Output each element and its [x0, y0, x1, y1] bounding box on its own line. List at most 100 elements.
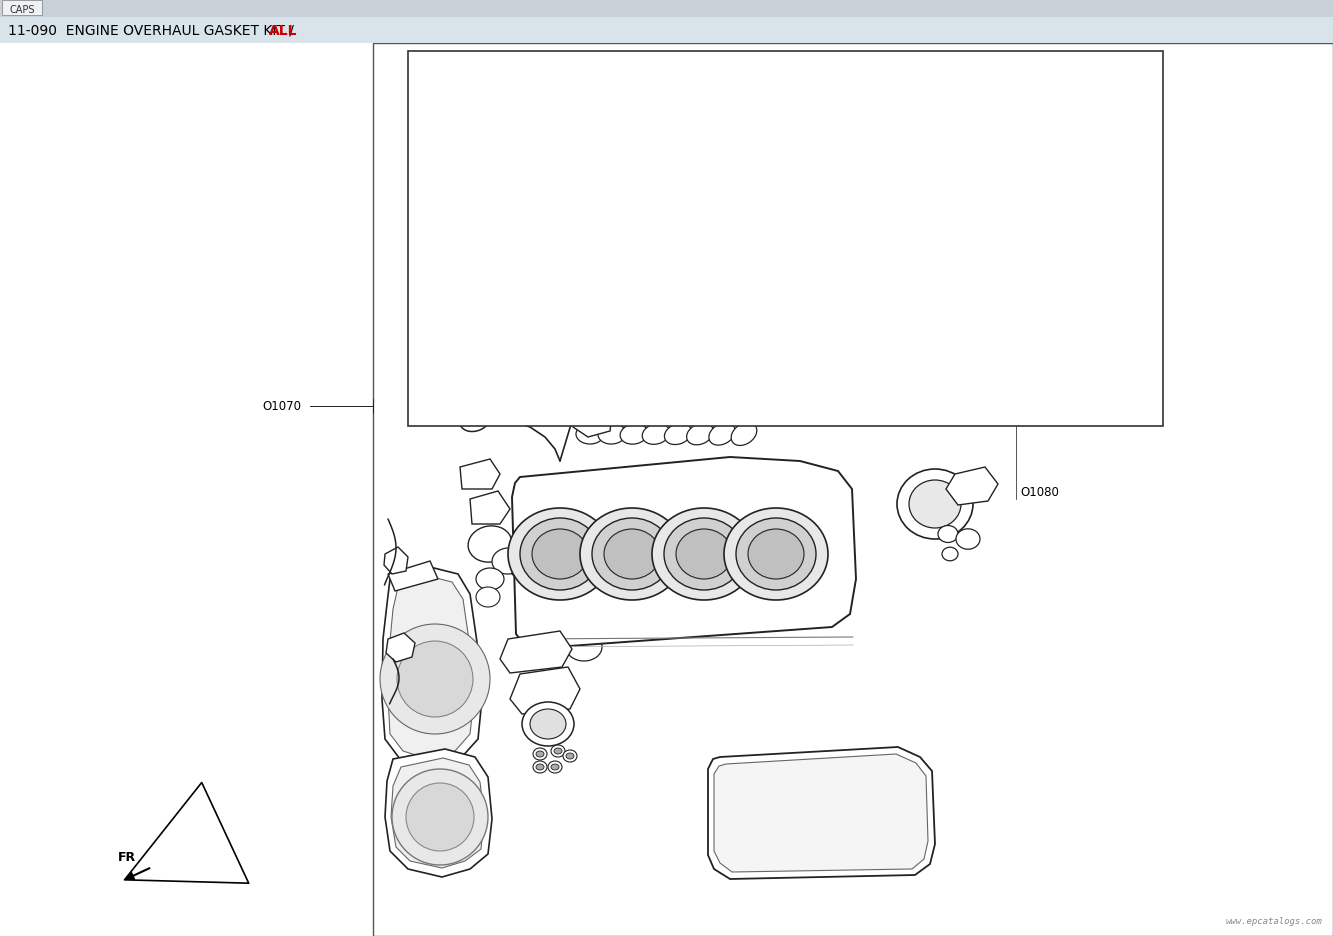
Ellipse shape	[551, 764, 559, 770]
Text: ALL: ALL	[269, 24, 297, 38]
Polygon shape	[573, 405, 612, 437]
Ellipse shape	[938, 526, 958, 543]
Polygon shape	[431, 107, 452, 121]
Ellipse shape	[730, 99, 750, 117]
Polygon shape	[708, 747, 934, 879]
Polygon shape	[387, 634, 415, 663]
Polygon shape	[460, 460, 500, 490]
Ellipse shape	[619, 330, 639, 348]
Ellipse shape	[682, 266, 726, 303]
Ellipse shape	[1090, 259, 1110, 276]
Ellipse shape	[942, 548, 958, 562]
Ellipse shape	[805, 64, 814, 72]
Ellipse shape	[656, 330, 676, 348]
Ellipse shape	[686, 210, 722, 240]
Bar	[3, 1, 43, 16]
Polygon shape	[946, 467, 998, 505]
Ellipse shape	[1070, 285, 1090, 303]
Ellipse shape	[520, 519, 600, 591]
Polygon shape	[505, 139, 540, 184]
Ellipse shape	[608, 372, 660, 407]
Ellipse shape	[680, 205, 728, 244]
Polygon shape	[439, 149, 459, 163]
Ellipse shape	[392, 769, 488, 865]
Ellipse shape	[547, 266, 591, 303]
Ellipse shape	[468, 526, 512, 563]
Ellipse shape	[620, 271, 652, 298]
Ellipse shape	[544, 205, 592, 244]
Ellipse shape	[676, 530, 732, 579]
Ellipse shape	[460, 407, 491, 432]
Ellipse shape	[974, 243, 1006, 271]
Ellipse shape	[748, 205, 796, 244]
Polygon shape	[500, 631, 572, 673]
Ellipse shape	[678, 372, 730, 407]
Ellipse shape	[1085, 276, 1105, 294]
Ellipse shape	[758, 110, 778, 129]
Ellipse shape	[1089, 280, 1101, 289]
Ellipse shape	[690, 112, 709, 128]
Ellipse shape	[733, 124, 746, 136]
Polygon shape	[540, 168, 793, 180]
Bar	[373, 44, 1333, 936]
Polygon shape	[531, 377, 862, 402]
Bar	[408, 51, 1162, 427]
Ellipse shape	[1085, 300, 1105, 318]
Ellipse shape	[583, 330, 603, 348]
Polygon shape	[512, 458, 856, 650]
Polygon shape	[459, 142, 503, 166]
Ellipse shape	[748, 372, 800, 407]
Ellipse shape	[552, 271, 584, 298]
Text: CAPS: CAPS	[9, 5, 35, 15]
Ellipse shape	[492, 548, 524, 575]
Polygon shape	[385, 749, 492, 877]
Polygon shape	[384, 548, 408, 575]
Polygon shape	[539, 64, 794, 168]
Polygon shape	[391, 758, 484, 868]
Ellipse shape	[539, 372, 591, 407]
Ellipse shape	[821, 54, 830, 62]
Polygon shape	[512, 534, 588, 592]
Ellipse shape	[686, 424, 713, 446]
Ellipse shape	[938, 227, 982, 263]
Polygon shape	[862, 302, 900, 322]
Ellipse shape	[736, 519, 816, 591]
Polygon shape	[388, 562, 439, 592]
Ellipse shape	[655, 93, 674, 110]
Polygon shape	[862, 242, 900, 262]
Polygon shape	[471, 491, 511, 524]
Ellipse shape	[397, 641, 473, 717]
Ellipse shape	[531, 709, 567, 739]
Polygon shape	[412, 82, 500, 178]
Ellipse shape	[1100, 250, 1125, 270]
Text: www.epcatalogs.com: www.epcatalogs.com	[1225, 916, 1322, 926]
Polygon shape	[946, 278, 998, 317]
Ellipse shape	[523, 702, 575, 746]
Ellipse shape	[1056, 254, 1080, 273]
Polygon shape	[388, 577, 475, 759]
Ellipse shape	[580, 508, 684, 600]
Ellipse shape	[508, 508, 612, 600]
Ellipse shape	[536, 752, 544, 757]
Ellipse shape	[407, 783, 475, 851]
Ellipse shape	[709, 423, 734, 446]
Polygon shape	[862, 272, 900, 292]
Ellipse shape	[730, 330, 750, 348]
Ellipse shape	[567, 634, 603, 662]
Ellipse shape	[548, 761, 563, 773]
Ellipse shape	[563, 611, 603, 643]
Ellipse shape	[555, 748, 563, 754]
Ellipse shape	[664, 519, 744, 591]
Ellipse shape	[612, 205, 660, 244]
Bar	[0, 18, 1333, 44]
Ellipse shape	[765, 125, 785, 144]
Ellipse shape	[693, 330, 713, 348]
Ellipse shape	[545, 330, 565, 348]
Ellipse shape	[532, 530, 588, 579]
Ellipse shape	[652, 508, 756, 600]
Ellipse shape	[476, 568, 504, 591]
Polygon shape	[511, 667, 580, 714]
Polygon shape	[383, 567, 483, 768]
Ellipse shape	[732, 423, 757, 446]
Ellipse shape	[756, 271, 788, 298]
